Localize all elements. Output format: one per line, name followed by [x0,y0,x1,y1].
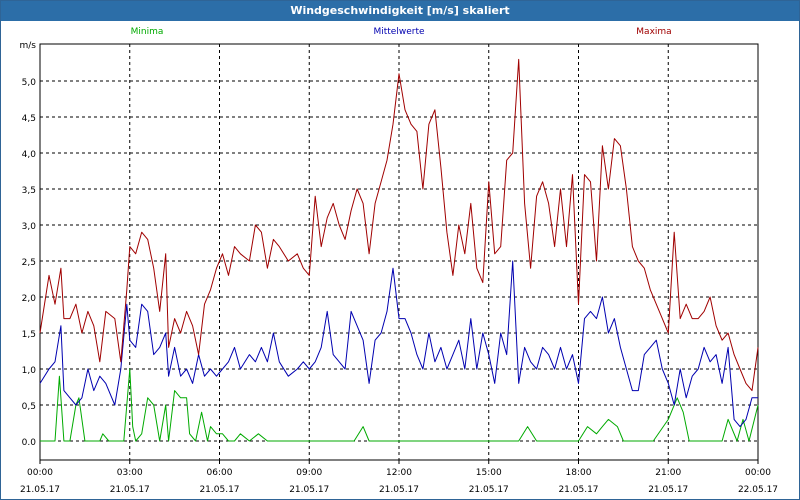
y-axis-label: m/s [20,41,37,51]
x-tick-time: 15:00 [476,468,502,478]
legend-entry-minima: Minima [131,27,164,37]
x-tick-date: 22.05.17 [738,485,778,495]
x-tick-time: 00:00 [27,468,53,478]
x-tick-time: 18:00 [566,468,592,478]
x-tick-time: 21:00 [655,468,681,478]
y-tick-label: 2,0 [22,294,37,304]
x-tick-date: 21.05.17 [469,485,509,495]
x-tick-time: 06:00 [207,468,233,478]
x-tick-date: 21.05.17 [648,485,688,495]
legend-entry-maxima: Maxima [636,27,671,37]
x-tick-date: 21.05.17 [110,485,150,495]
x-tick-time: 09:00 [296,468,322,478]
series-line-minima [40,368,759,442]
axes [39,43,759,464]
y-tick-labels: 0.0 0,5 1,0 1,5 2,0 2,5 3,0 3,5 4,0 4,5 5,0 [22,78,37,448]
y-tick-label: 2,5 [22,258,36,268]
series-line-mittelwerte [39,260,758,428]
series-line-maxima [39,58,759,392]
plot-frame [39,43,759,461]
x-tick-time: 12:00 [386,468,412,478]
x-tick-time: 00:00 [745,468,771,478]
y-tick-label: 3,0 [22,222,37,232]
x-tick-date: 21.05.17 [558,485,598,495]
legend-entry-mittelwerte: Mittelwerte [373,27,424,37]
y-tick-label: 5,0 [22,78,37,88]
y-tick-label: 4,0 [22,150,37,160]
x-tick-date: 21.05.17 [199,485,239,495]
x-tick-date: 21.05.17 [379,485,419,495]
y-tick-label: 1,5 [22,330,36,340]
y-tick-label: 0,5 [22,402,36,412]
y-tick-label: 4,5 [22,114,36,124]
x-tick-time: 03:00 [117,468,143,478]
y-tick-label: 1,0 [22,366,37,376]
x-tick-date: 21.05.17 [289,485,329,495]
x-tick-labels: 00:00 21.05.17 03:00 21.05.17 06:00 21.05.17 0… [20,468,778,495]
y-tick-label: 0.0 [22,438,37,448]
window-title: Windgeschwindigkeit [m/s] skaliert [1,1,799,21]
y-tick-label: 3,5 [22,186,36,196]
legend: Minima Mittelwerte Maxima [131,27,672,37]
series-lines [39,58,759,442]
x-tick-date: 21.05.17 [20,485,60,495]
